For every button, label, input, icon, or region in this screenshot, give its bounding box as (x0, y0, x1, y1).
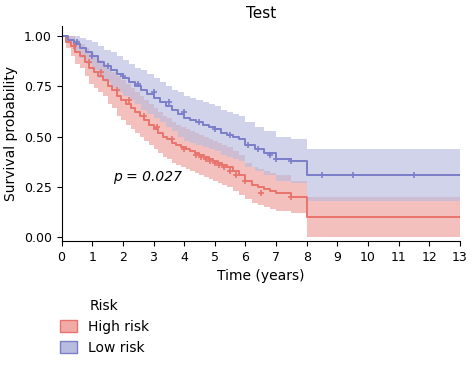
Y-axis label: Survival probability: Survival probability (4, 66, 18, 201)
Legend: High risk, Low risk: High risk, Low risk (55, 293, 155, 360)
X-axis label: Time (years): Time (years) (217, 269, 304, 283)
Title: Test: Test (246, 6, 276, 21)
Text: p = 0.027: p = 0.027 (113, 170, 182, 184)
